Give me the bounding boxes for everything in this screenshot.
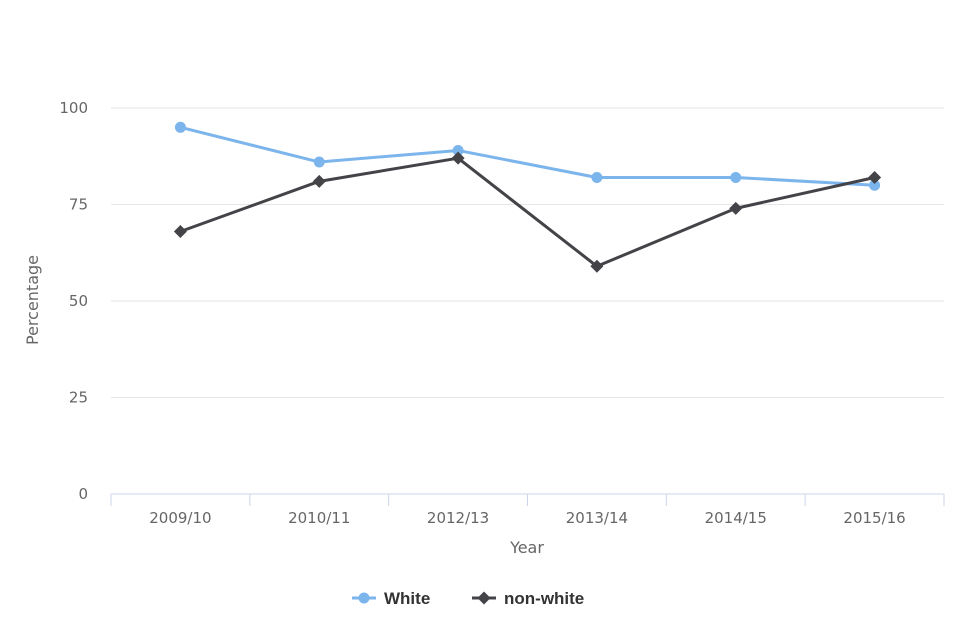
- series-white: [174, 121, 881, 191]
- y-tick-label: 0: [78, 485, 88, 503]
- legend: White non-white: [352, 589, 584, 608]
- x-tick-label: 2009/10: [149, 509, 211, 527]
- legend-label: White: [384, 589, 430, 608]
- data-point: [869, 179, 881, 191]
- data-point: [591, 171, 603, 183]
- legend-label: non-white: [504, 589, 584, 608]
- legend-item: non-white: [472, 589, 584, 608]
- series-line: [178, 125, 877, 187]
- x-axis-title: Year: [509, 538, 544, 557]
- x-tick-label: 2012/13: [427, 509, 489, 527]
- data-point: [590, 259, 604, 273]
- grid-layer: [111, 107, 944, 398]
- data-point: [451, 151, 465, 165]
- data-point: [868, 170, 882, 184]
- y-axis-title: Percentage: [23, 255, 42, 345]
- legend-marker: [477, 591, 491, 605]
- data-point: [174, 121, 186, 133]
- series-layer: [173, 121, 882, 273]
- series-non-white: [173, 151, 882, 273]
- data-point: [312, 174, 326, 188]
- data-point: [173, 225, 187, 239]
- x-tick-label: 2010/11: [288, 509, 350, 527]
- axis-layer: 0 25 50 75 100 2009/10 2010/11 2012/13 2013/14 20…: [59, 99, 945, 527]
- x-tick-label: 2013/14: [566, 509, 628, 527]
- data-point: [730, 171, 742, 183]
- data-point: [729, 201, 743, 215]
- legend-item: White: [352, 589, 430, 608]
- series-line: [178, 156, 877, 268]
- data-point: [452, 144, 464, 156]
- y-tick-label: 50: [69, 292, 88, 310]
- legend-marker: [358, 592, 370, 604]
- data-point: [313, 156, 325, 168]
- x-tick-label: 2015/16: [843, 509, 905, 527]
- y-tick-label: 25: [69, 389, 88, 407]
- x-tick-label: 2014/15: [705, 509, 767, 527]
- y-tick-label: 75: [69, 196, 88, 214]
- y-tick-label: 100: [59, 99, 88, 117]
